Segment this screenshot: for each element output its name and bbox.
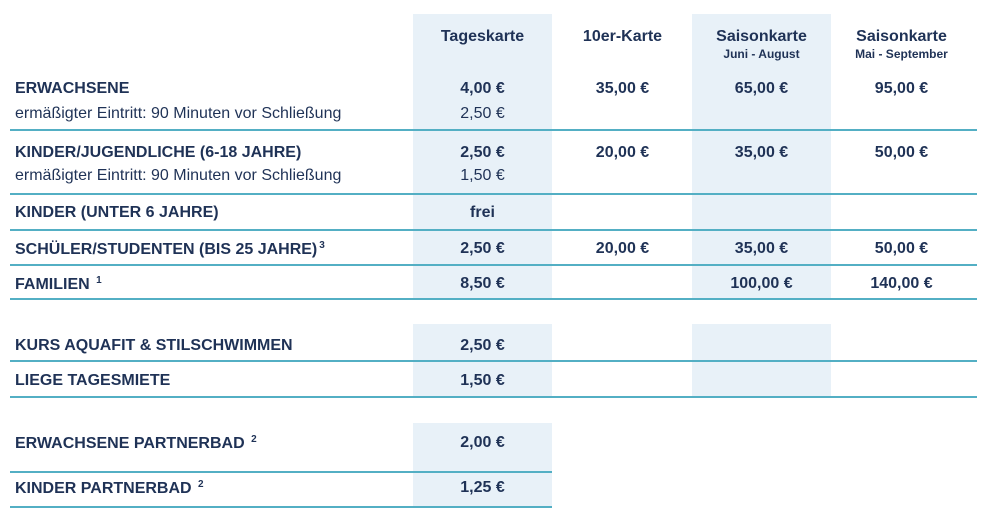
row-label-kinder-unter-6: KINDER (UNTER 6 JAHRE) (15, 204, 219, 221)
row-divider (10, 360, 977, 362)
price-kinder-partnerbad-tageskarte: 1,25 € (460, 479, 505, 496)
row-label-kinder-jugendliche: KINDER/JUGENDLICHE (6-18 JAHRE) (15, 144, 302, 161)
header-saisonkarte-mai-september: Saisonkarte Mai - September (855, 28, 948, 61)
price-kinder-jugend-tageskarte: 2,50 € (460, 144, 505, 161)
footnote-marker: 1 (96, 275, 102, 286)
price-kurs-aquafit-tageskarte: 2,50 € (460, 337, 505, 354)
row-label-schueler-studenten: SCHÜLER/STUDENTEN (BIS 25 JAHRE) 3 (15, 240, 325, 258)
price-liege-tagesmiete-tageskarte: 1,50 € (460, 372, 505, 389)
price-erwachsene-10er: 35,00 € (595, 80, 650, 97)
price-kinder-unter-6-tageskarte: frei (470, 204, 495, 221)
row-divider (10, 471, 552, 473)
tageskarte-column-shade-1 (413, 14, 552, 299)
row-label-familien: FAMILIEN 1 (15, 275, 102, 293)
header-10er-karte: 10er-Karte (582, 28, 663, 45)
header-tageskarte: Tageskarte (440, 28, 525, 45)
saison1-column-shade-1 (692, 14, 831, 299)
row-divider (10, 506, 552, 508)
price-familien-saison2: 140,00 € (870, 275, 933, 292)
row-sublabel-kinder-jugendliche: ermäßigter Eintritt: 90 Minuten vor Schl… (15, 167, 342, 184)
price-kinder-jugend-tageskarte-reduced: 1,50 € (460, 167, 505, 184)
price-erwachsene-saison1: 65,00 € (734, 80, 789, 97)
row-divider (10, 193, 977, 195)
price-schueler-tageskarte: 2,50 € (460, 240, 505, 257)
price-familien-saison1: 100,00 € (730, 275, 793, 292)
row-divider (10, 396, 977, 398)
footnote-marker: 2 (251, 434, 257, 445)
price-erwachsene-tageskarte: 4,00 € (460, 80, 505, 97)
row-divider (10, 264, 977, 266)
row-label-kinder-partnerbad: KINDER PARTNERBAD 2 (15, 479, 204, 497)
row-divider (10, 298, 977, 300)
row-label-kurs-aquafit: KURS AQUAFIT & STILSCHWIMMEN (15, 337, 293, 354)
footnote-marker: 2 (198, 479, 204, 490)
price-erwachsene-tageskarte-reduced: 2,50 € (460, 105, 505, 122)
footnote-marker: 3 (319, 240, 325, 251)
price-familien-tageskarte: 8,50 € (460, 275, 505, 292)
header-saisonkarte-juni-august: Saisonkarte Juni - August (716, 28, 807, 61)
price-kinder-jugend-10er: 20,00 € (595, 144, 650, 161)
price-schueler-saison2: 50,00 € (874, 240, 929, 257)
row-divider (10, 129, 977, 131)
row-sublabel-erwachsene: ermäßigter Eintritt: 90 Minuten vor Schl… (15, 105, 342, 122)
price-schueler-saison1: 35,00 € (734, 240, 789, 257)
price-schueler-10er: 20,00 € (595, 240, 650, 257)
price-kinder-jugend-saison2: 50,00 € (874, 144, 929, 161)
row-label-liege-tagesmiete: LIEGE TAGESMIETE (15, 372, 171, 389)
tageskarte-column-shade-3 (413, 423, 552, 508)
row-label-erwachsene-partnerbad: ERWACHSENE PARTNERBAD 2 (15, 434, 257, 452)
price-erwachsene-partnerbad-tageskarte: 2,00 € (460, 434, 505, 451)
row-label-erwachsene: ERWACHSENE (15, 80, 130, 97)
price-erwachsene-saison2: 95,00 € (874, 80, 929, 97)
price-kinder-jugend-saison1: 35,00 € (734, 144, 789, 161)
row-divider (10, 229, 977, 231)
